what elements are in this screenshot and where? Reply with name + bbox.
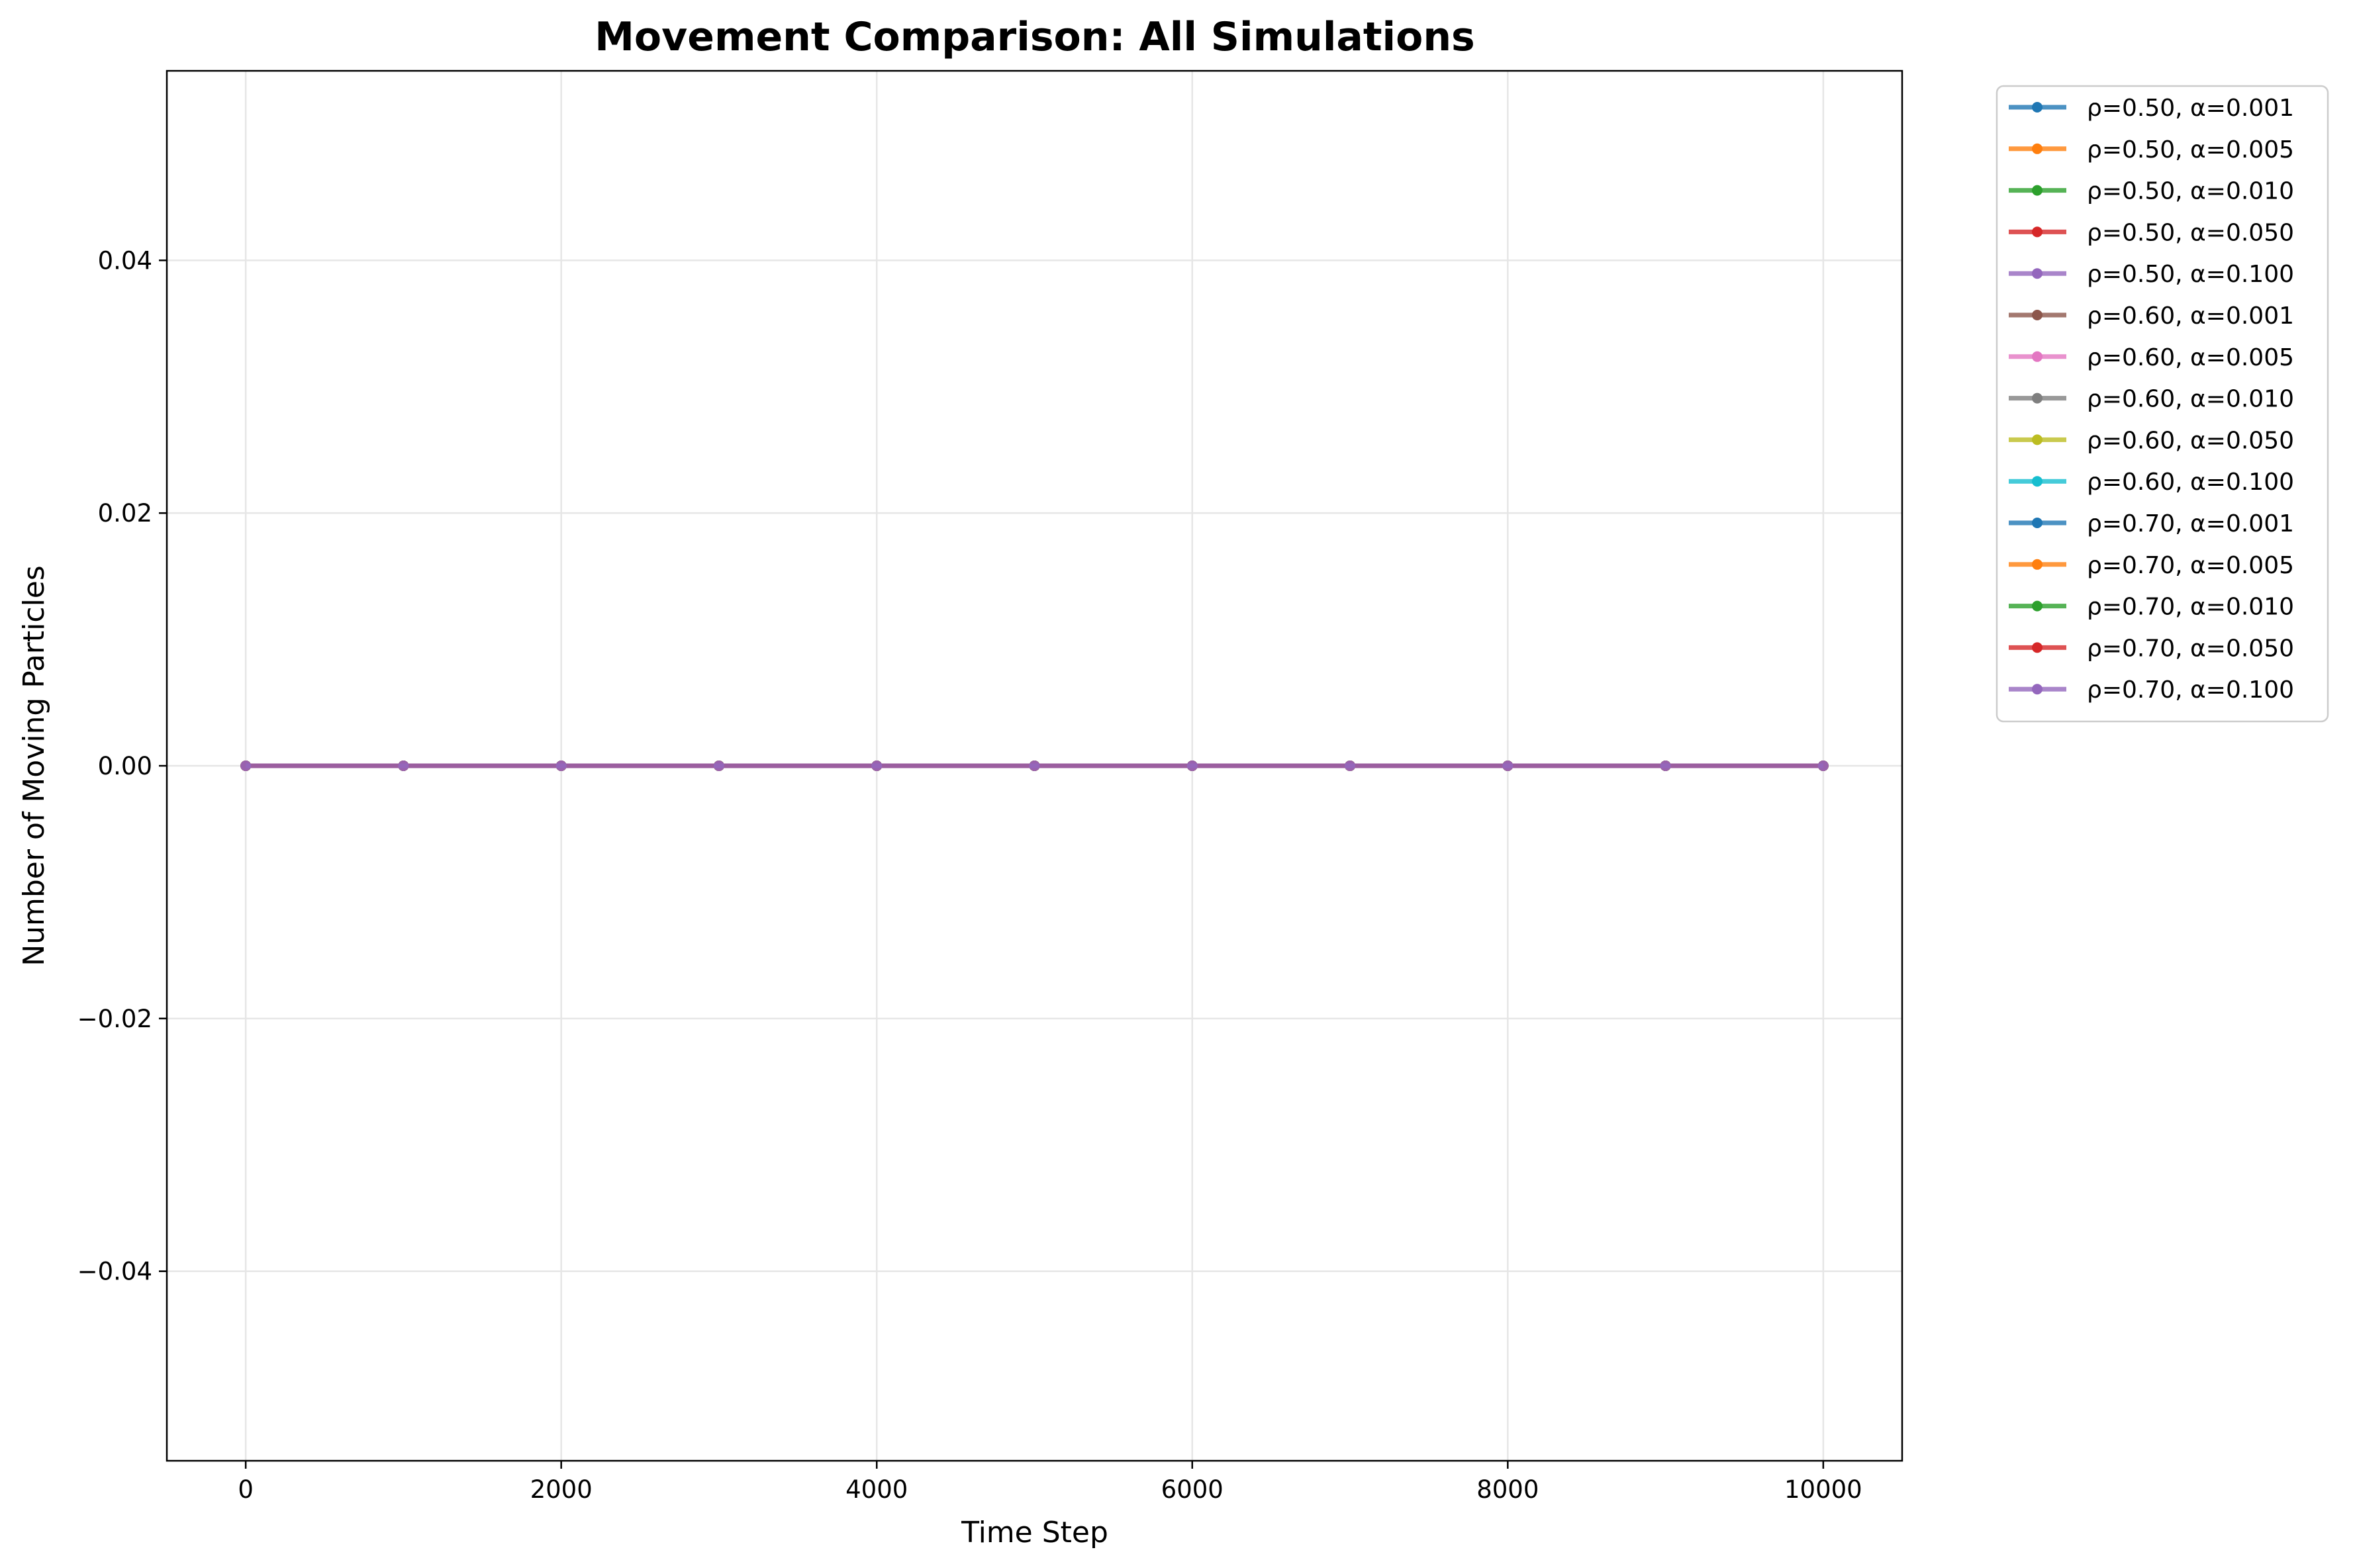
legend-label: ρ=0.70, α=0.100 <box>2087 676 2294 704</box>
series-point <box>1029 761 1040 771</box>
legend-swatch-marker <box>2032 102 2043 113</box>
series-point <box>1345 761 1356 771</box>
series-point <box>1660 761 1671 771</box>
legend-item: ρ=0.50, α=0.001 <box>2009 95 2294 122</box>
legend-swatch-marker <box>2032 185 2043 196</box>
legend-swatch-marker <box>2032 310 2043 320</box>
ticks-layer: 0 2000 4000 6000 8000 10000 −0.04 −0.02 0.00 0.02… <box>77 246 1862 1504</box>
legend-item: ρ=0.60, α=0.050 <box>2009 427 2294 454</box>
series-point <box>398 761 409 771</box>
x-tick-label: 6000 <box>1161 1475 1224 1504</box>
chart-title: Movement Comparison: All Simulations <box>595 14 1475 60</box>
y-tick-label: −0.02 <box>77 1005 152 1033</box>
x-tick-label: 8000 <box>1476 1475 1539 1504</box>
series-point <box>1502 761 1514 771</box>
legend-item: ρ=0.70, α=0.005 <box>2009 552 2294 579</box>
legend-swatch-marker <box>2032 268 2043 279</box>
legend-item: ρ=0.60, α=0.010 <box>2009 386 2294 413</box>
legend-item: ρ=0.70, α=0.001 <box>2009 510 2294 537</box>
legend-item: ρ=0.50, α=0.010 <box>2009 178 2294 205</box>
legend-item: ρ=0.70, α=0.010 <box>2009 594 2294 621</box>
legend-item: ρ=0.70, α=0.050 <box>2009 635 2294 662</box>
legend-label: ρ=0.70, α=0.050 <box>2087 635 2294 662</box>
y-axis-label: Number of Moving Particles <box>17 565 51 966</box>
legend-label: ρ=0.50, α=0.001 <box>2087 95 2294 122</box>
legend-swatch-marker <box>2032 600 2043 612</box>
legend: ρ=0.50, α=0.001 ρ=0.50, α=0.005 ρ=0.50, α=… <box>1995 85 2329 723</box>
legend-label: ρ=0.70, α=0.001 <box>2087 510 2294 537</box>
series-line-group <box>240 761 1829 771</box>
legend-item: ρ=0.70, α=0.100 <box>2009 676 2294 704</box>
legend-swatch-marker <box>2032 518 2043 528</box>
legend-label: ρ=0.50, α=0.010 <box>2087 178 2294 205</box>
legend-label: ρ=0.50, α=0.100 <box>2087 261 2294 288</box>
legend-swatch-marker <box>2032 684 2043 695</box>
legend-swatch-marker <box>2032 226 2043 238</box>
legend-label: ρ=0.60, α=0.005 <box>2087 344 2294 371</box>
series-point <box>555 761 567 771</box>
legend-label: ρ=0.60, α=0.100 <box>2087 469 2294 496</box>
legend-label: ρ=0.60, α=0.050 <box>2087 427 2294 454</box>
legend-item: ρ=0.60, α=0.001 <box>2009 302 2294 330</box>
legend-item: ρ=0.60, α=0.005 <box>2009 344 2294 371</box>
legend-swatch-marker <box>2032 559 2043 570</box>
y-tick-label: −0.04 <box>77 1258 152 1286</box>
legend-swatch-marker <box>2032 143 2043 154</box>
legend-label: ρ=0.50, α=0.050 <box>2087 219 2294 246</box>
x-tick-label: 0 <box>238 1475 254 1504</box>
x-tick-label: 4000 <box>845 1475 908 1504</box>
series-layer <box>240 761 1829 771</box>
series-point <box>713 761 724 771</box>
legend-swatch-marker <box>2032 351 2043 362</box>
y-tick-label: 0.00 <box>98 752 152 780</box>
legend-label: ρ=0.70, α=0.005 <box>2087 552 2294 579</box>
legend-item: ρ=0.50, α=0.100 <box>2009 261 2294 288</box>
legend-swatch-marker <box>2032 642 2043 653</box>
legend-label: ρ=0.50, α=0.005 <box>2087 136 2294 163</box>
series-point <box>1817 761 1829 771</box>
x-axis-label: Time Step <box>961 1516 1108 1549</box>
legend-label: ρ=0.60, α=0.001 <box>2087 302 2294 330</box>
legend-swatch-marker <box>2032 392 2043 404</box>
x-tick-label: 10000 <box>1784 1475 1862 1504</box>
series-point <box>871 761 883 771</box>
series-point <box>1186 761 1198 771</box>
y-tick-label: 0.02 <box>98 499 152 528</box>
legend-item: ρ=0.50, α=0.050 <box>2009 219 2294 246</box>
series-point <box>240 761 252 771</box>
legend-label: ρ=0.60, α=0.010 <box>2087 386 2294 413</box>
y-tick-label: 0.04 <box>98 246 152 275</box>
x-tick-label: 2000 <box>530 1475 593 1504</box>
legend-label: ρ=0.70, α=0.010 <box>2087 594 2294 621</box>
legend-swatch-marker <box>2032 476 2043 487</box>
legend-item: ρ=0.60, α=0.100 <box>2009 469 2294 496</box>
legend-swatch-marker <box>2032 434 2043 445</box>
legend-item: ρ=0.50, α=0.005 <box>2009 136 2294 163</box>
legend-frame <box>1995 85 2329 723</box>
